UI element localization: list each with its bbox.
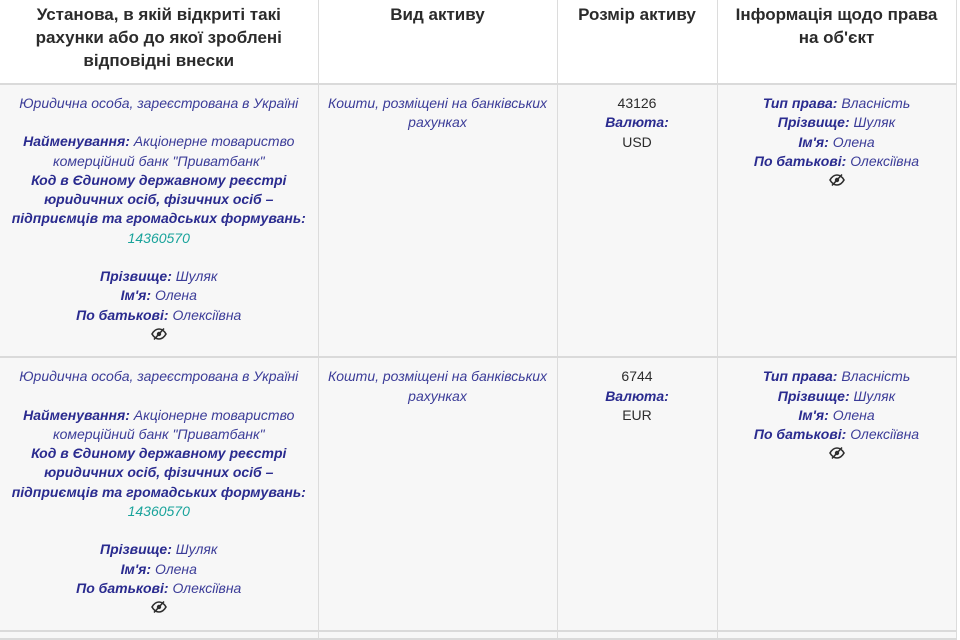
patronymic-label: По батькові: [76, 306, 169, 323]
owner-surname-value: Шуляк [853, 114, 896, 131]
institution-code: 14360570 [127, 503, 190, 520]
code-label: Код в Єдиному державному реєстрі юридичн… [11, 171, 306, 227]
asset-type-cell: Кошти, розміщені на банківських рахунках [318, 84, 558, 359]
right-type-label: Тип права: [762, 368, 838, 385]
surname-value: Шуляк [175, 268, 218, 285]
asset-size-cell: 6744 Валюта: EUR [557, 357, 718, 632]
owner-first-name-label: Ім'я: [798, 133, 829, 150]
header-row: Установа, в якій відкриті такі рахунки а… [0, 0, 957, 85]
asset-type-cell: Кошти, розміщені на банківських рахунках [318, 357, 558, 632]
empty-cell [0, 630, 319, 640]
eye-off-icon[interactable] [828, 173, 845, 187]
first-name-value: Олена [154, 560, 197, 577]
legal-status: Юридична особа, зареєстрована в Україні [19, 368, 299, 385]
patronymic-value: Олексіївна [172, 306, 242, 323]
first-name-label: Ім'я: [120, 287, 152, 304]
owner-first-name-value: Олена [832, 406, 875, 423]
empty-cell [318, 630, 558, 640]
eye-off-icon[interactable] [828, 446, 845, 460]
patronymic-value: Олексіївна [172, 579, 242, 596]
asset-size-cell: 43126 Валюта: USD [557, 84, 718, 359]
surname-label: Прізвище: [100, 268, 172, 285]
first-name-value: Олена [154, 287, 197, 304]
empty-cell [557, 630, 718, 640]
header-asset-type: Вид активу [318, 0, 558, 85]
owner-patronymic-label: По батькові: [753, 152, 847, 169]
right-type-label: Тип права: [762, 95, 838, 111]
institution-code: 14360570 [127, 229, 190, 246]
asset-type-value: Кошти, розміщені на банківських рахунках [328, 95, 547, 131]
owner-surname-value: Шуляк [853, 387, 896, 404]
institution-name: Акціонерне товариство комерційний банк "… [52, 133, 295, 169]
owner-patronymic-label: По батькові: [753, 426, 847, 443]
institution-cell: Юридична особа, зареєстрована в Україні … [0, 84, 319, 359]
rights-info-cell: Тип права: Власність Прізвище: Шуляк Ім'… [717, 357, 957, 632]
asset-type-value: Кошти, розміщені на банківських рахунках [328, 368, 547, 404]
owner-surname-label: Прізвище: [777, 387, 850, 404]
table-row: Юридична особа, зареєстрована в Україні … [0, 84, 957, 359]
owner-first-name-value: Олена [832, 133, 875, 150]
table-row: Юридична особа, зареєстрована в Україні … [0, 357, 957, 632]
currency-label: Валюта: [605, 387, 669, 404]
currency-label: Валюта: [605, 114, 669, 131]
rights-info-cell: Тип права: Власність Прізвище: Шуляк Ім'… [717, 84, 957, 359]
amount-value: 43126 [617, 95, 657, 111]
surname-label: Прізвище: [100, 541, 172, 558]
right-type-value: Власність [841, 368, 911, 385]
eye-off-icon[interactable] [150, 327, 167, 341]
owner-patronymic-value: Олексіївна [850, 152, 920, 169]
table-row [0, 630, 957, 640]
owner-patronymic-value: Олексіївна [850, 426, 920, 443]
institution-name: Акціонерне товариство комерційний банк "… [52, 406, 295, 442]
currency-value: EUR [622, 406, 652, 423]
owner-surname-label: Прізвище: [777, 114, 850, 131]
header-institution: Установа, в якій відкриті такі рахунки а… [0, 0, 319, 85]
empty-cell [717, 630, 957, 640]
name-label: Найменування: [23, 133, 130, 150]
eye-off-icon[interactable] [150, 600, 167, 614]
code-label: Код в Єдиному державному реєстрі юридичн… [11, 445, 306, 500]
amount-value: 6744 [621, 368, 653, 385]
surname-value: Шуляк [175, 541, 218, 558]
owner-first-name-label: Ім'я: [798, 406, 829, 423]
currency-value: USD [622, 133, 652, 150]
patronymic-label: По батькові: [76, 579, 169, 596]
name-label: Найменування: [23, 406, 130, 423]
right-type-value: Власність [841, 95, 911, 111]
legal-status: Юридична особа, зареєстрована в Україні [19, 95, 299, 111]
first-name-label: Ім'я: [120, 560, 152, 577]
header-rights-info: Інформація щодо права на об'єкт [717, 0, 957, 85]
header-asset-size: Розмір активу [557, 0, 718, 85]
institution-cell: Юридична особа, зареєстрована в Україні … [0, 357, 319, 632]
